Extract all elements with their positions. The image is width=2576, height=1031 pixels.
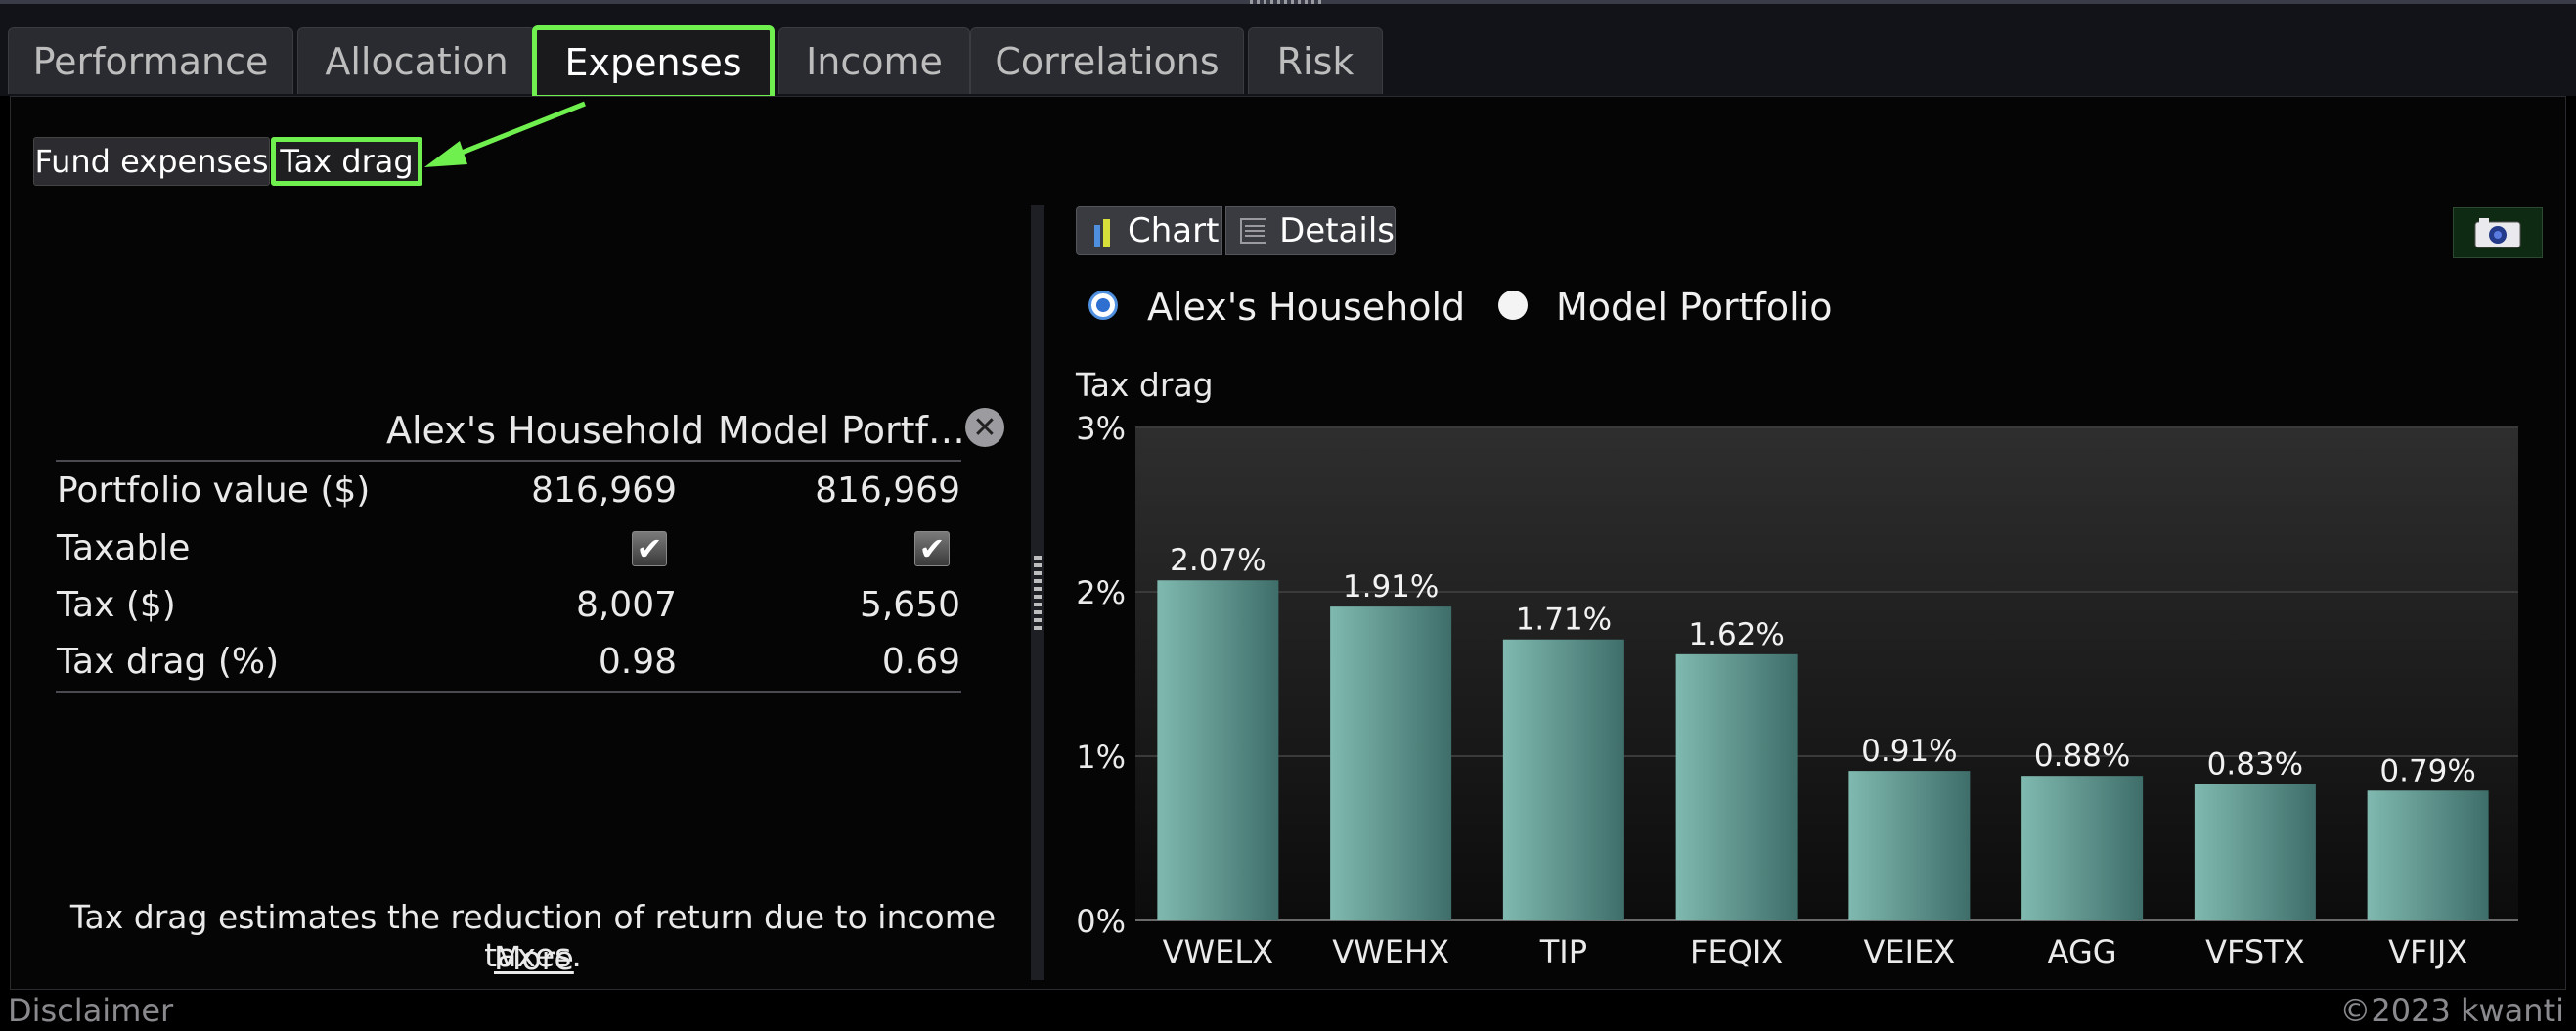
column-header-model: Model Portf… — [718, 409, 965, 452]
tab-correlations[interactable]: Correlations — [970, 27, 1244, 94]
details-view-button[interactable]: Details — [1225, 206, 1396, 255]
subtab-fund-expenses[interactable]: Fund expenses — [33, 137, 270, 186]
tab-expenses[interactable]: Expenses — [532, 25, 775, 100]
radio-label-household[interactable]: Alex's Household — [1147, 286, 1466, 329]
taxable-checkbox-model[interactable]: ✔ — [914, 531, 950, 566]
radio-household[interactable] — [1088, 291, 1118, 320]
copyright-text: ©2023 kwanti — [2339, 992, 2564, 1029]
chart-button-label: Chart — [1128, 211, 1220, 250]
value-model-portfolio: 816,969 — [815, 471, 960, 511]
row-label-tax-drag: Tax drag (%) — [57, 642, 280, 682]
row-label-tax: Tax ($) — [57, 585, 176, 625]
tab-income[interactable]: Income — [778, 27, 970, 94]
list-icon — [1240, 218, 1266, 244]
disclaimer-link[interactable]: Disclaimer — [8, 992, 174, 1029]
subtab-tax-drag[interactable]: Tax drag — [271, 137, 422, 186]
value-household-portfolio: 816,969 — [531, 471, 677, 511]
camera-icon — [2474, 218, 2521, 248]
tab-allocation[interactable]: Allocation — [297, 27, 536, 94]
chart-y-axis-title: Tax drag — [1076, 366, 1214, 404]
table-divider-top — [56, 460, 961, 462]
value-household-tax: 8,007 — [575, 585, 677, 625]
chart-view-button[interactable]: Chart — [1076, 206, 1222, 255]
more-link[interactable]: More — [494, 939, 574, 977]
tab-performance[interactable]: Performance — [8, 27, 293, 94]
bar-chart-icon — [1094, 219, 1110, 247]
camera-button[interactable] — [2453, 207, 2543, 258]
details-button-label: Details — [1279, 211, 1395, 250]
radio-label-model-portfolio[interactable]: Model Portfolio — [1556, 286, 1833, 329]
table-divider-bottom — [56, 691, 961, 693]
value-model-tax: 5,650 — [859, 585, 960, 625]
column-header-household: Alex's Household — [386, 409, 705, 452]
taxable-checkbox-household[interactable]: ✔ — [632, 531, 667, 566]
value-household-tax-drag: 0.98 — [598, 642, 677, 682]
row-label-portfolio-value: Portfolio value ($) — [57, 471, 371, 511]
resize-grip-top[interactable] — [1250, 0, 1324, 5]
tab-risk[interactable]: Risk — [1248, 27, 1383, 94]
value-model-tax-drag: 0.69 — [881, 642, 960, 682]
close-icon[interactable]: ✕ — [965, 408, 1004, 447]
tax-drag-note: Tax drag estimates the reduction of retu… — [69, 898, 997, 974]
radio-model-portfolio[interactable] — [1498, 291, 1528, 320]
row-label-taxable: Taxable — [57, 528, 191, 568]
splitter-grip[interactable] — [1034, 556, 1042, 630]
